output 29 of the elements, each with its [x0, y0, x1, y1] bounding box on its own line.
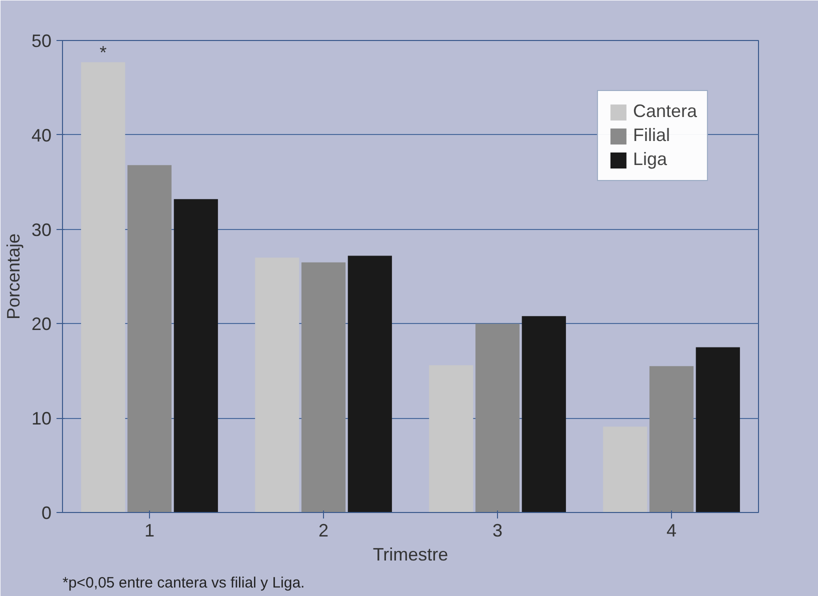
y-tick-label: 30: [31, 220, 52, 240]
y-tick-label: 50: [31, 31, 52, 51]
bar: [429, 365, 474, 512]
y-tick-label: 20: [31, 314, 52, 334]
text: *p<0,05 entre cantera vs filial y Liga.: [62, 574, 305, 592]
bar: [174, 199, 218, 512]
x-tick-label: 3: [492, 520, 503, 540]
bar: [522, 316, 566, 512]
legend-label: Cantera: [632, 101, 697, 122]
y-axis-title: Porcentaje: [3, 233, 24, 320]
x-tick-label: 1: [144, 520, 155, 540]
bar: [603, 426, 648, 512]
bar: [348, 256, 392, 512]
bar: [255, 258, 300, 512]
annotation: *: [100, 42, 107, 62]
y-tick-label: 0: [41, 503, 52, 523]
bar: [301, 262, 346, 512]
bar: [649, 366, 694, 512]
bar: [475, 324, 520, 512]
x-tick-label: 2: [318, 520, 329, 540]
bar: [127, 165, 172, 512]
legend-label: Liga: [632, 149, 667, 170]
y-tick-label: 40: [31, 125, 52, 146]
y-tick-label: 10: [31, 408, 52, 429]
bar: [81, 62, 126, 512]
legend-label: Filial: [632, 125, 670, 146]
x-axis-title: Trimestre: [372, 544, 448, 564]
bar: [696, 347, 740, 512]
x-tick-label: 4: [666, 520, 677, 540]
